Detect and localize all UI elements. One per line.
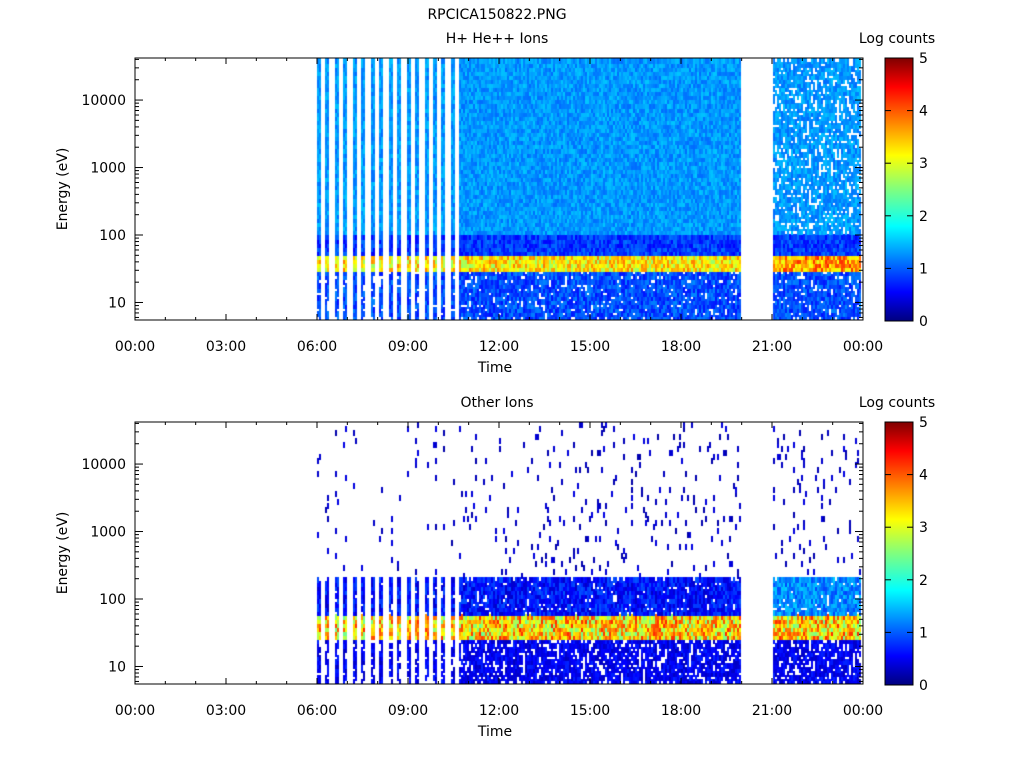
x-tick-label: 06:00 (297, 339, 337, 355)
colorbar-label: Log counts (859, 31, 935, 47)
spectrogram-plot-area (135, 58, 863, 320)
colorbar-tick-label: 0 (919, 678, 928, 694)
x-tick-label: 12:00 (479, 703, 519, 719)
y-axis: 10 100 1000 10000 (81, 422, 863, 682)
x-tick-label: 00:00 (843, 339, 883, 355)
x-tick-label: 03:00 (206, 339, 246, 355)
spectrogram-plot-area (135, 422, 863, 684)
x-tick-label: 09:00 (388, 339, 428, 355)
x-tick-label: 06:00 (297, 703, 337, 719)
x-tick-label: 18:00 (661, 339, 701, 355)
panel-other-ions: Other Ions 00:00 03:00 06:00 09:00 12:00 15:0… (55, 395, 935, 740)
x-axis-label: Time (477, 724, 512, 740)
colorbar-tick-label: 1 (919, 625, 928, 641)
colorbar-tick-label: 5 (919, 415, 928, 431)
x-axis: 00:00 03:00 06:00 09:00 12:00 15:00 18:00 21:00… (115, 422, 883, 719)
colorbar (884, 421, 914, 686)
colorbar-tick-label: 2 (919, 209, 928, 225)
colorbar-tick-label: 4 (919, 104, 928, 120)
colorbar-tick-label: 1 (919, 261, 928, 277)
figure-title: RPCICA150822.PNG (427, 7, 566, 23)
x-tick-label: 09:00 (388, 703, 428, 719)
y-tick-label: 1000 (90, 525, 126, 541)
y-tick-label: 10000 (81, 93, 126, 109)
colorbar-tick-label: 2 (919, 573, 928, 589)
colorbar (884, 57, 914, 322)
y-axis-label: Energy (eV) (55, 512, 71, 595)
x-tick-label: 03:00 (206, 703, 246, 719)
x-tick-label: 15:00 (570, 703, 610, 719)
x-tick-label: 00:00 (843, 703, 883, 719)
x-tick-label: 00:00 (115, 339, 155, 355)
colorbar-ticks: 0 1 2 3 4 5 (885, 51, 928, 330)
x-tick-label: 12:00 (479, 339, 519, 355)
x-tick-label: 18:00 (661, 703, 701, 719)
x-axis: 00:00 03:00 06:00 09:00 12:00 15:00 18:00 21:00… (115, 58, 883, 355)
colorbar-tick-label: 3 (919, 156, 928, 172)
y-axis: 10 100 1000 10000 (81, 58, 863, 318)
colorbar-label: Log counts (859, 395, 935, 411)
colorbar-tick-label: 0 (919, 314, 928, 330)
y-tick-label: 10 (108, 659, 126, 675)
y-tick-label: 10000 (81, 457, 126, 473)
colorbar-tick-label: 3 (919, 520, 928, 536)
panel-h-he-ions: H+ He++ Ions 00:00 03:00 06:00 09:00 12:00 15… (55, 31, 935, 376)
panel-title: H+ He++ Ions (446, 31, 549, 47)
y-tick-label: 100 (99, 592, 126, 608)
y-tick-label: 1000 (90, 161, 126, 177)
x-axis-label: Time (477, 360, 512, 376)
x-tick-label: 21:00 (752, 703, 792, 719)
colorbar-tick-label: 4 (919, 468, 928, 484)
x-tick-label: 21:00 (752, 339, 792, 355)
colorbar-tick-label: 5 (919, 51, 928, 67)
y-axis-label: Energy (eV) (55, 148, 71, 231)
y-tick-label: 10 (108, 295, 126, 311)
y-tick-label: 100 (99, 228, 126, 244)
x-tick-label: 15:00 (570, 339, 610, 355)
x-tick-label: 00:00 (115, 703, 155, 719)
colorbar-ticks: 0 1 2 3 4 5 (885, 415, 928, 694)
panel-title: Other Ions (460, 395, 533, 411)
